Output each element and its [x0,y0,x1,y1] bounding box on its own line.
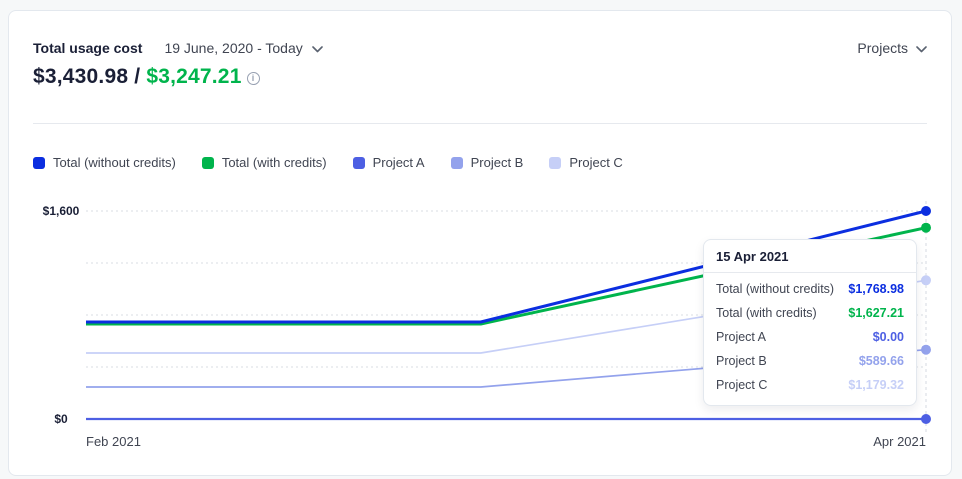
usage-cost-card: Total usage cost 19 June, 2020 - Today P… [8,10,952,476]
y-axis-label-zero: $0 [54,412,68,426]
legend-item-label: Total (with credits) [221,155,327,170]
chevron-down-icon [916,40,927,56]
tooltip-rows: Total (without credits) $1,768.98 Total (w… [716,277,904,397]
total-with-credits-amount: $3,247.21 [146,65,242,88]
legend-item-label: Total (without credits) [53,155,176,170]
tooltip-row-label: Total (without credits) [716,282,835,296]
tooltip: 15 Apr 2021 Total (without credits) $1,76… [703,239,917,406]
tooltip-row-value: $1,179.32 [848,378,904,392]
date-range-label: 19 June, 2020 - Today [164,40,303,56]
total-without-credits-amount: $3,430.98 [33,65,129,88]
legend-item-label: Project C [569,155,623,170]
tooltip-row-label: Project B [716,354,767,368]
series-endpoint-dot-project-c [921,275,931,286]
tooltip-row-label: Project C [716,378,768,392]
card-header: Total usage cost 19 June, 2020 - Today P… [33,40,927,56]
tooltip-row: Project A $0.00 [716,325,904,349]
legend: Total (without credits) Total (with credi… [33,155,623,170]
header-divider [33,123,927,124]
tooltip-row-value: $1,627.21 [848,306,904,320]
series-endpoint-dot-total-without-credits [921,206,931,216]
legend-item-label: Project A [372,155,425,170]
legend-item[interactable]: Project C [549,155,623,170]
y-axis-label-top: $1,600 [43,204,80,218]
tooltip-row-value: $0.00 [872,330,904,344]
tooltip-title: 15 Apr 2021 [716,249,789,264]
tooltip-row-value: $1,768.98 [848,282,904,296]
legend-swatch [549,156,562,169]
projects-dropdown-label: Projects [857,40,908,56]
x-axis-label-feb: Feb 2021 [86,434,141,449]
chevron-down-icon [311,40,323,56]
card-title: Total usage cost [33,40,143,56]
header-left: Total usage cost 19 June, 2020 - Today [33,40,323,56]
tooltip-row: Total (without credits) $1,768.98 [716,277,904,301]
total-amounts: $3,430.98 / $3,247.21 i [33,65,260,89]
legend-item[interactable]: Total (without credits) [33,155,176,170]
series-endpoint-dot-total-with-credits [921,222,931,233]
x-axis-label-apr: Apr 2021 [873,434,926,449]
projects-dropdown[interactable]: Projects [857,40,927,56]
amount-separator: / [128,65,147,88]
legend-swatch [352,156,365,169]
info-icon[interactable]: i [246,71,260,85]
tooltip-row: Project B $589.66 [716,349,904,373]
legend-item[interactable]: Project A [352,155,425,170]
legend-swatch [450,156,463,169]
legend-swatch [33,156,45,169]
tooltip-row-label: Project A [716,330,767,344]
legend-item[interactable]: Project B [450,155,524,170]
tooltip-divider [704,272,916,273]
legend-item-label: Project B [470,155,524,170]
series-endpoint-dot-project-a [921,414,931,424]
tooltip-row: Total (with credits) $1,627.21 [716,301,904,325]
legend-item[interactable]: Total (with credits) [201,155,327,170]
legend-swatch [201,156,214,169]
series-dots [921,206,931,424]
date-range-selector[interactable]: 19 June, 2020 - Today [164,40,323,56]
tooltip-row: Project C $1,179.32 [716,373,904,397]
tooltip-row-value: $589.66 [858,354,904,368]
series-endpoint-dot-project-b [921,344,931,355]
tooltip-row-label: Total (with credits) [716,306,817,320]
